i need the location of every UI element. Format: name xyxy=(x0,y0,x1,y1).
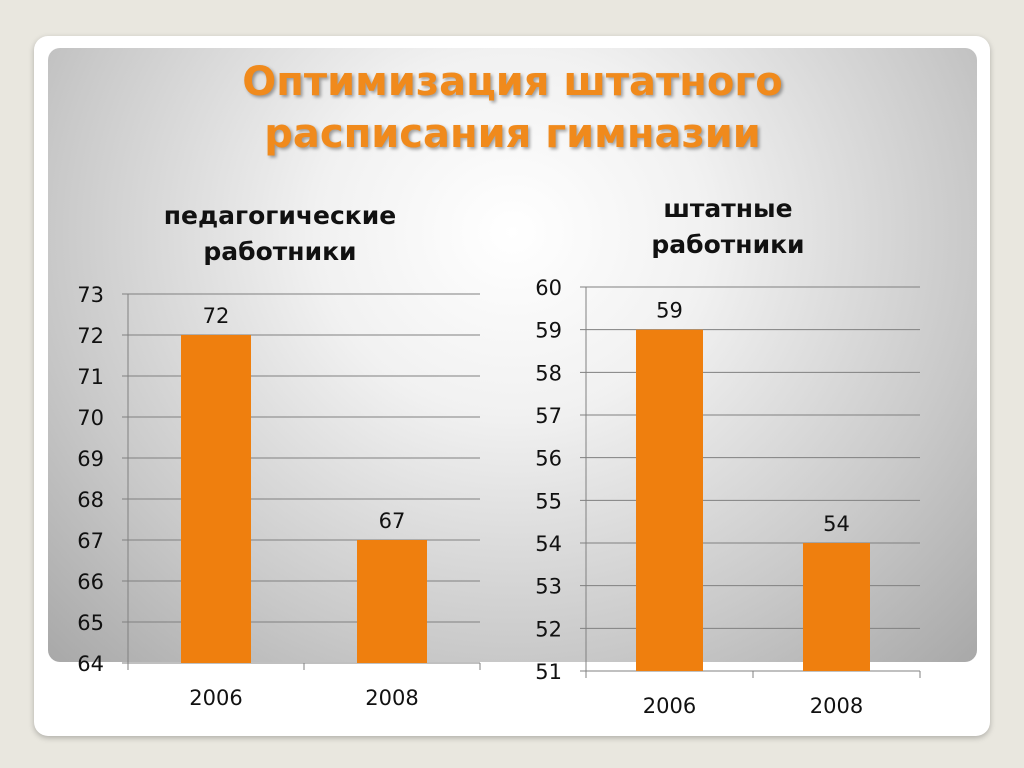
chart-2-title-line-1: штатные xyxy=(663,194,793,223)
chart-2-y-tick-label: 55 xyxy=(535,489,562,513)
chart-2-bar-2008 xyxy=(803,543,870,671)
chart-1-title-line-2: работники xyxy=(203,237,357,266)
chart-1-bar-2006 xyxy=(181,335,251,663)
chart-2-x-tick-label-2006: 2006 xyxy=(643,694,696,718)
chart-2-y-tick-label: 54 xyxy=(535,532,562,556)
slide-title: Оптимизация штатного расписания гимназии xyxy=(48,56,977,160)
chart-1-x-tick-label-2008: 2008 xyxy=(365,686,418,710)
chart-2-y-tick-label: 56 xyxy=(535,447,562,471)
chart-2-title: штатные работники xyxy=(568,191,888,263)
chart-1-y-tick-label: 67 xyxy=(77,529,104,553)
chart-1-y-tick-label: 71 xyxy=(77,365,104,389)
chart-1-y-tick-label: 73 xyxy=(77,283,104,307)
slide-title-line-1: Оптимизация штатного xyxy=(242,59,783,105)
chart-1-bar-2008 xyxy=(357,540,427,663)
chart-1-y-tick-label: 64 xyxy=(77,652,104,676)
chart-1-x-tick-label-2006: 2006 xyxy=(189,686,242,710)
chart-1-y-tick-label: 69 xyxy=(77,447,104,471)
chart-1-y-tick-label: 66 xyxy=(77,570,104,594)
chart-2-y-tick-label: 58 xyxy=(535,361,562,385)
chart-2-x-tick-label-2008: 2008 xyxy=(810,694,863,718)
chart-2-data-label-2006: 59 xyxy=(656,299,683,323)
chart-2-data-label-2008: 54 xyxy=(823,512,850,536)
chart-2-y-tick-label: 60 xyxy=(535,276,562,300)
chart-1-data-label-2006: 72 xyxy=(203,304,230,328)
chart-1-y-tick-label: 65 xyxy=(77,611,104,635)
chart-1-y-tick-label: 68 xyxy=(77,488,104,512)
chart-2-y-tick-label: 59 xyxy=(535,319,562,343)
chart-2-bar-2006 xyxy=(636,329,703,671)
chart-1-y-tick-label: 70 xyxy=(77,406,104,430)
slide-title-line-2: расписания гимназии xyxy=(264,111,761,157)
chart-2-y-tick-label: 53 xyxy=(535,575,562,599)
chart-2-y-tick-label: 57 xyxy=(535,404,562,428)
chart-1-y-tick-label: 72 xyxy=(77,324,104,348)
chart-1-title-line-1: педагогические xyxy=(163,201,397,230)
chart-2-y-tick-label: 52 xyxy=(535,617,562,641)
chart-2-y-tick-label: 51 xyxy=(535,660,562,684)
chart-1-data-label-2008: 67 xyxy=(379,509,406,533)
chart-2-title-line-2: работники xyxy=(651,230,805,259)
chart-1-title: педагогические работники xyxy=(120,198,440,270)
